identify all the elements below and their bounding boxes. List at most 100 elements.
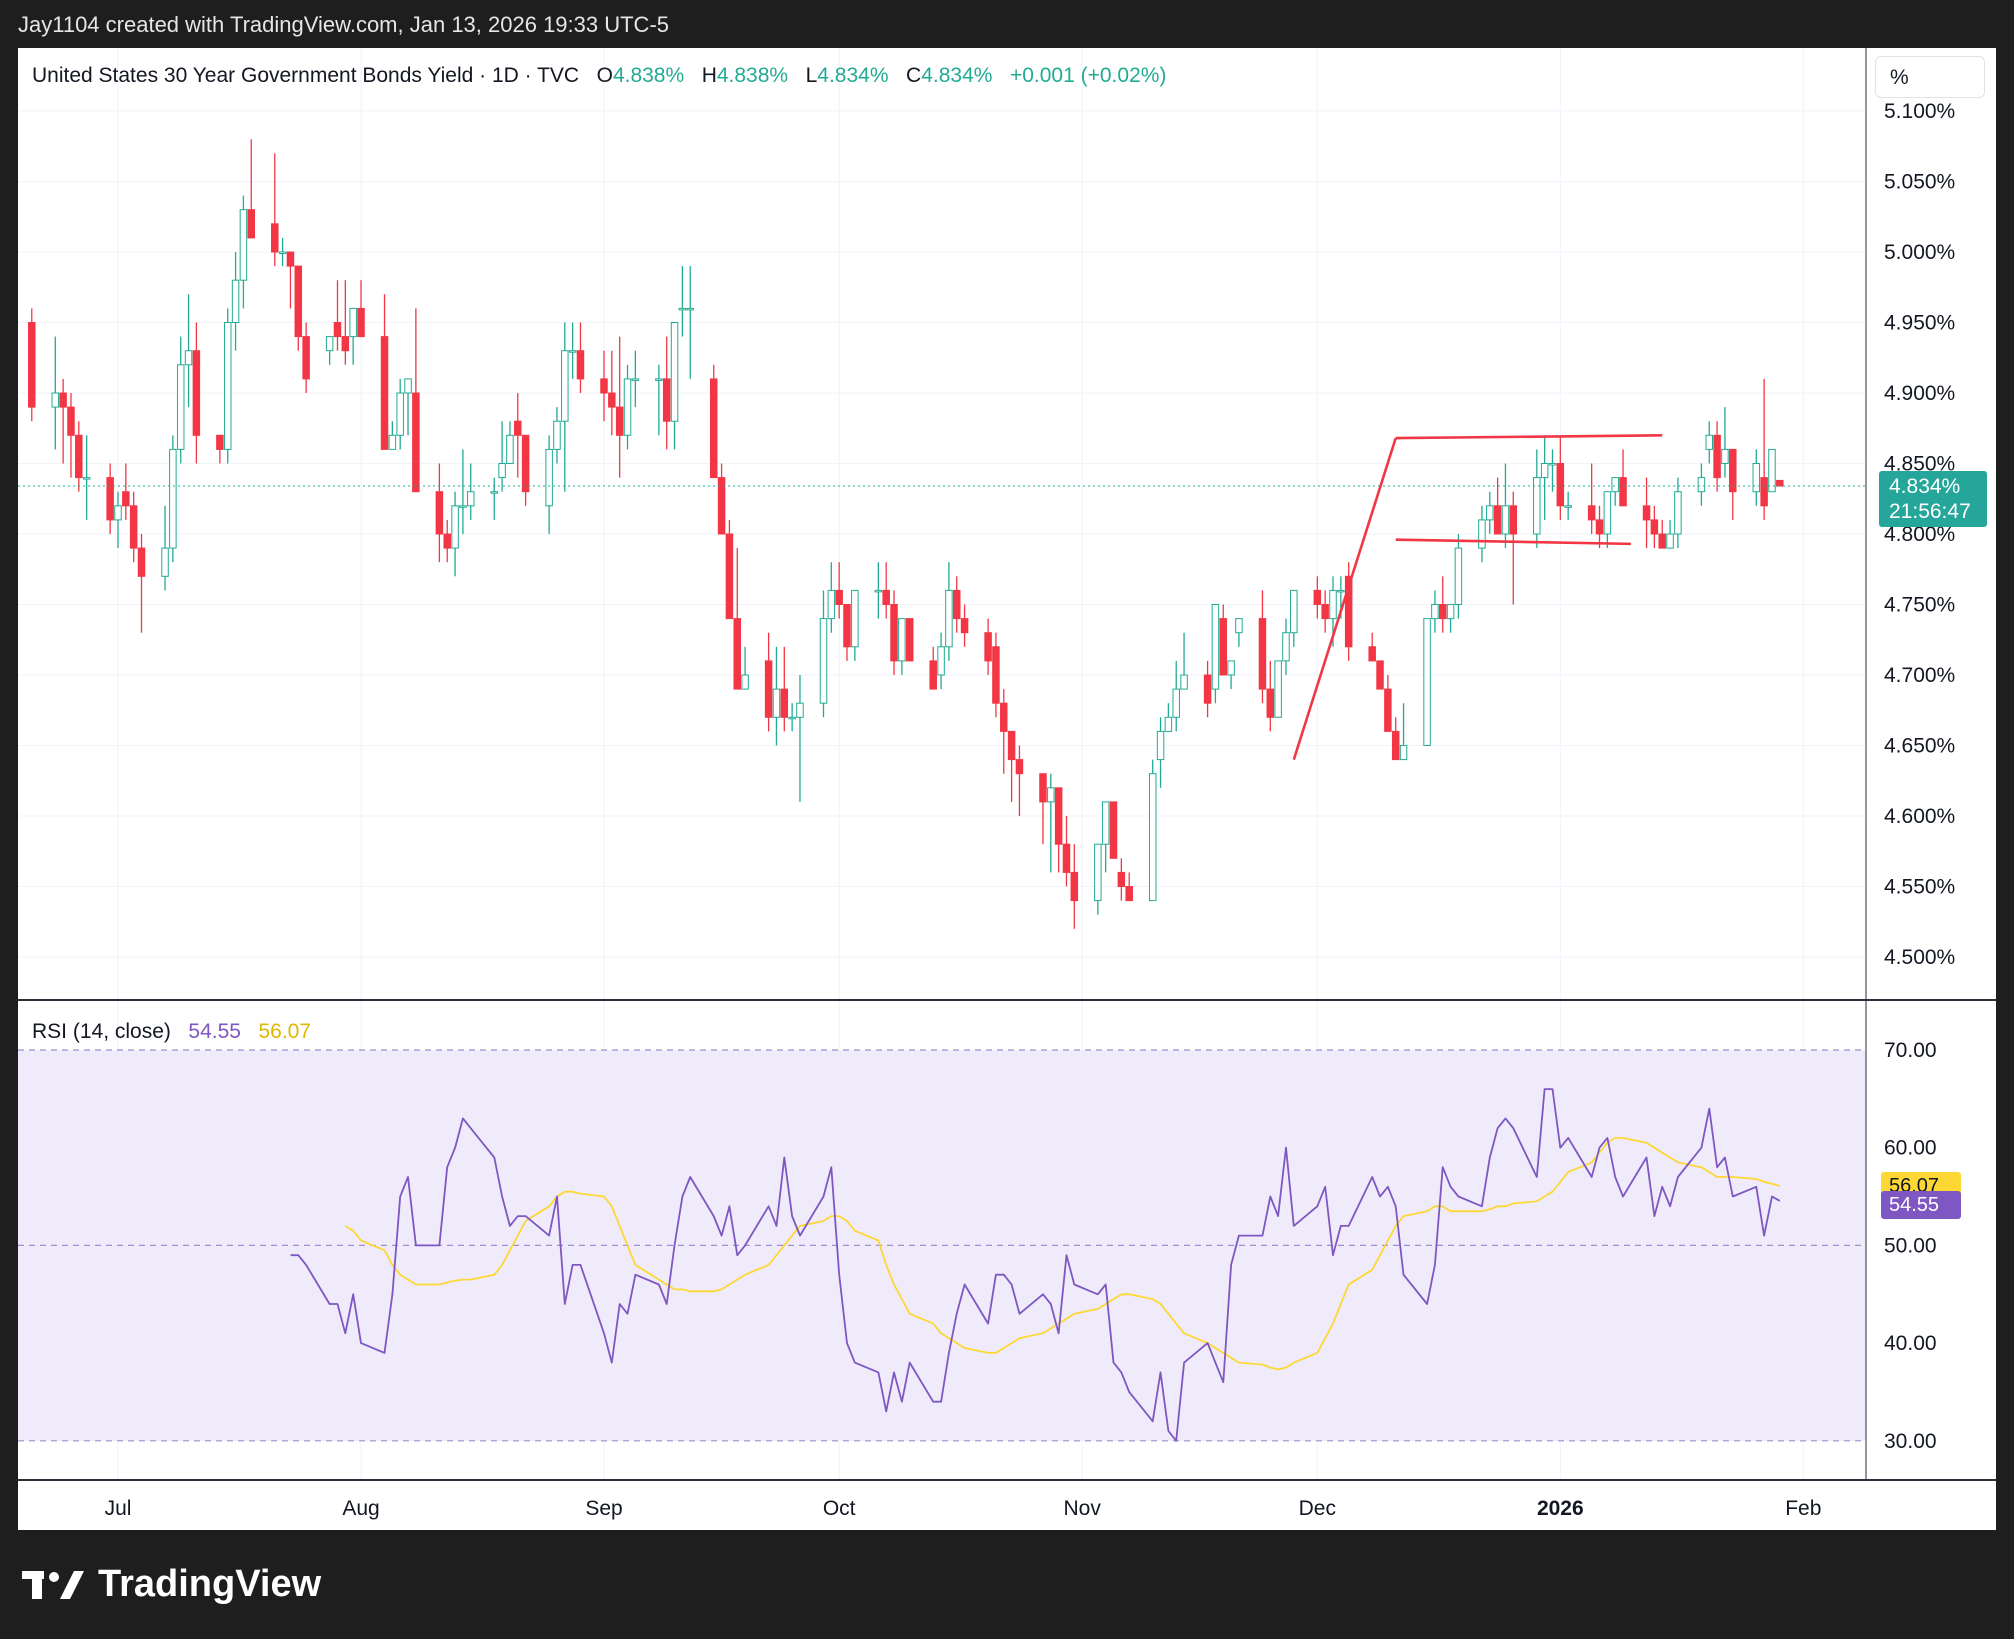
candle-body	[725, 533, 734, 620]
candlestick	[349, 307, 357, 365]
rsi-ma-line	[344, 1137, 1781, 1371]
candlestick	[271, 153, 279, 267]
candle-body	[114, 505, 122, 521]
candle-body	[129, 505, 138, 549]
candlestick	[553, 407, 561, 464]
candlestick	[1454, 534, 1463, 619]
candlestick	[1760, 378, 1768, 520]
candle-body	[333, 322, 342, 338]
candlestick	[882, 562, 890, 619]
tradingview-logo-icon	[22, 1570, 84, 1599]
candle-body	[1478, 519, 1486, 549]
candlestick	[1148, 759, 1157, 902]
candle-body	[992, 646, 1000, 704]
candlestick	[521, 434, 530, 506]
candle-body	[412, 392, 420, 493]
candle-body	[600, 378, 608, 394]
candle-body	[1760, 477, 1768, 507]
candlestick	[796, 675, 804, 802]
candle-body	[662, 378, 671, 422]
candle-body	[506, 434, 514, 464]
candle-body	[75, 434, 83, 479]
candlestick	[114, 491, 122, 549]
rsi-axis-label: 30.00	[1884, 1430, 1937, 1453]
time-axis-label: Oct	[823, 1497, 856, 1520]
candlestick	[1533, 449, 1541, 549]
candlestick	[169, 435, 177, 563]
candle-body	[357, 307, 365, 338]
candle-body	[561, 350, 569, 422]
price-axis-label: 5.000%	[1884, 241, 1955, 264]
time-axis-label: Aug	[342, 1497, 379, 1520]
candle-body	[905, 618, 914, 662]
candle-body	[490, 491, 499, 494]
price-axis-label: 4.550%	[1884, 876, 1955, 899]
candlestick	[1274, 660, 1282, 718]
price-axis-label: 5.100%	[1884, 100, 1955, 123]
chart-canvas[interactable]: Jul Aug Sep Oct Nov Dec 2026 Feb 5.100% 5.050% 5.0…	[18, 48, 1996, 1530]
candlestick	[623, 364, 632, 450]
candle-body	[1125, 886, 1133, 902]
candlestick	[396, 378, 404, 450]
candlestick	[59, 378, 67, 464]
candle-body	[1540, 463, 1549, 479]
candle-body	[1446, 604, 1455, 620]
candlestick	[1595, 505, 1604, 549]
candle-body	[1235, 618, 1243, 634]
candlestick	[341, 280, 350, 365]
candlestick	[1015, 745, 1024, 816]
candle-body	[1423, 618, 1431, 746]
candlestick	[890, 590, 898, 675]
rsi-axis-label: 60.00	[1884, 1137, 1937, 1160]
last-price-tag: 4.834% 21:56:47	[1879, 471, 1987, 527]
candlestick	[655, 364, 663, 436]
candle-body	[1533, 477, 1541, 535]
candle-body	[1258, 618, 1267, 690]
candlestick	[1007, 730, 1016, 802]
candlestick	[843, 604, 851, 661]
candlestick	[1070, 844, 1079, 929]
price-axis-label: 4.900%	[1884, 382, 1955, 405]
candle-body	[1603, 491, 1612, 535]
candlestick	[1768, 448, 1776, 493]
rsi-legend[interactable]: RSI (14, close) 54.55 56.07	[32, 1020, 311, 1044]
symbol-legend[interactable]: United States 30 Year Government Bonds Y…	[32, 64, 1166, 88]
candle-body	[631, 378, 640, 381]
candle-body	[1282, 632, 1290, 662]
candle-body	[1015, 759, 1024, 775]
candle-body	[1054, 787, 1063, 845]
candlestick	[1548, 449, 1557, 492]
candlestick	[741, 646, 749, 690]
candle-body	[780, 688, 789, 718]
candle-body	[796, 702, 804, 718]
candlestick	[1258, 590, 1267, 704]
chart-frame[interactable]: Jul Aug Sep Oct Nov Dec 2026 Feb 5.100% 5.050% 5.0…	[18, 48, 1996, 1530]
candle-body	[678, 307, 687, 311]
candle-body	[122, 491, 130, 507]
candlestick	[1603, 491, 1612, 549]
price-axis-label: 4.950%	[1884, 312, 1955, 335]
candle-body	[278, 251, 287, 254]
candle-body	[788, 716, 796, 720]
candlestick	[1384, 675, 1392, 732]
candle-body	[655, 378, 663, 381]
candle-body	[349, 307, 357, 338]
candle-body	[1438, 604, 1447, 620]
candlestick	[490, 477, 499, 520]
candle-body	[1164, 716, 1173, 732]
candle-body	[325, 336, 334, 352]
candlestick	[1423, 618, 1431, 746]
candlestick	[1752, 449, 1761, 506]
candlestick	[192, 322, 201, 464]
unit-toggle-button[interactable]: %	[1875, 56, 1985, 98]
candlestick	[1729, 448, 1737, 520]
candlestick	[1172, 660, 1180, 732]
rsi-line	[290, 1088, 1781, 1442]
candle-body	[764, 660, 773, 718]
candle-body	[741, 674, 749, 690]
candle-body	[459, 505, 467, 508]
candlestick	[28, 308, 36, 422]
candle-body	[1564, 505, 1572, 508]
candle-body	[1062, 843, 1071, 873]
symbol-title: United States 30 Year Government Bonds Y…	[32, 64, 580, 87]
